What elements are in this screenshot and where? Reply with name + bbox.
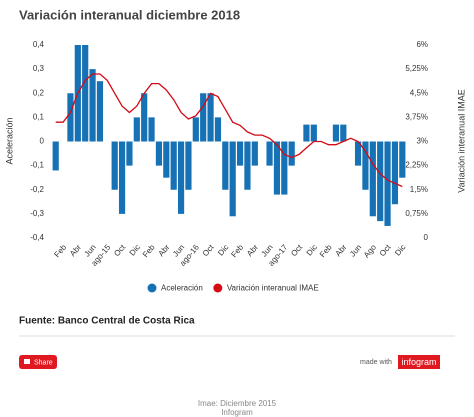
x-tick-label: Oct [112,242,127,258]
bar [266,141,273,166]
bar [273,141,281,195]
y-tick-label: 0,3 [33,64,45,73]
y2-tick-label: 0,75% [405,209,428,218]
y2-tick-label: 2,25% [405,161,428,170]
y2-tick-label: 3,75% [405,112,428,121]
bar [185,141,192,190]
chart-title: Variación interanual diciembre 2018 [19,7,240,22]
bar [310,124,317,142]
bar [141,93,148,142]
legend-label: Variación interanual IMAE [227,284,319,293]
y-tick-label: -0,4 [30,233,44,242]
y2-axis-title: Variación interanual IMAE [456,89,466,192]
y-tick-label: -0,2 [30,185,44,194]
brand-badge[interactable] [398,355,440,369]
bar [126,141,133,166]
bar [399,141,406,178]
x-tick-label: Feb [229,242,245,259]
x-tick-label: Feb [318,242,334,259]
bar [155,141,163,166]
bar [288,141,295,166]
bar [118,141,126,214]
x-tick-label: Feb [52,242,68,259]
x-tick-label: Dic [128,243,142,258]
x-tick-label: Dic [305,243,319,258]
bar [332,124,340,142]
bar [281,141,288,195]
bar [391,141,399,205]
bar [82,45,89,142]
bar [163,141,170,178]
bar [207,93,214,142]
share-button[interactable] [19,355,57,369]
bar [229,141,236,217]
bar [111,141,118,190]
footer-caption: Imae: Diciembre 2015 [198,399,277,408]
x-tick-label: Abr [334,243,349,259]
y2-tick-label: 3% [416,137,428,146]
bar [251,141,258,166]
bar [52,141,59,171]
bar [96,81,104,142]
x-tick-label: Dic [393,243,407,258]
source: Fuente: Banco Central de Costa Rica [19,316,195,327]
brand[interactable]: infogram [401,357,436,367]
line [55,73,403,188]
bar [384,141,391,226]
y2-tick-label: 5,25% [405,64,428,73]
y-axis-title: Aceleración [4,117,14,164]
bar [222,141,229,190]
x-tick-label: Ago [362,242,378,259]
legend-swatch [147,283,157,293]
bar [369,141,376,217]
y-tick-label: 0,2 [33,88,45,97]
y2-tick-label: 0 [424,233,429,242]
x-tick-label: Feb [141,242,157,259]
legend-swatch [213,283,223,293]
bar [354,141,362,166]
bar [377,141,384,222]
footer-credit: Infogram [221,408,253,417]
x-tick-label: Abr [157,243,172,259]
y-tick-label: 0,4 [33,40,45,49]
x-tick-label: Oct [289,242,304,258]
bar [303,124,310,142]
bar [133,117,140,142]
y-tick-label: -0,1 [30,161,44,170]
bar [244,141,251,190]
x-tick-label: Jun [348,243,363,259]
share-icon [24,359,30,364]
legend-label: Aceleración [161,284,203,293]
bar [214,117,222,142]
y-tick-label: 0 [40,137,45,146]
bar [177,141,185,214]
y-tick-label: -0,3 [30,209,44,218]
share-label[interactable]: Share [34,359,53,366]
y2-tick-label: 1,5% [410,185,428,194]
bar [148,117,155,142]
y-tick-label: 0,1 [33,112,45,121]
bar [67,93,74,142]
bar [170,141,177,190]
y2-tick-label: 6% [416,40,428,49]
made-with: made with [360,359,392,366]
x-tick-label: Oct [201,242,216,258]
bar [89,69,96,142]
bar [236,141,244,166]
bar [362,141,369,190]
bar [200,93,207,142]
bar [192,117,199,142]
x-tick-label: Abr [68,243,83,259]
y2-tick-label: 4,5% [410,88,428,97]
x-tick-label: Dic [216,243,230,258]
bar [340,124,347,142]
x-tick-label: Oct [378,242,393,258]
x-tick-label: Abr [245,243,260,259]
